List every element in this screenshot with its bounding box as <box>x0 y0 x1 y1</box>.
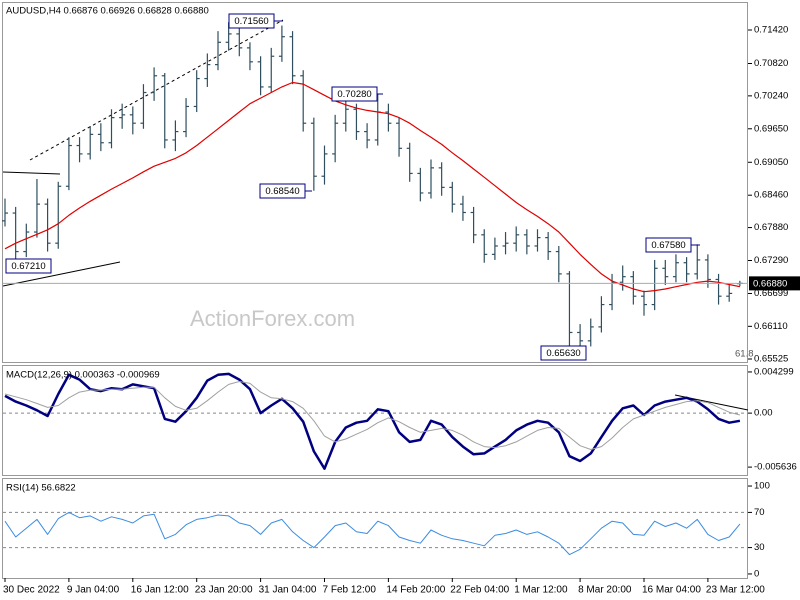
x-tick-label: 23 Mar 12:00 <box>706 585 765 596</box>
y-tick-label: 0.004299 <box>754 366 794 377</box>
annotation-label: 0.70280 <box>337 89 371 100</box>
x-tick-label: 31 Jan 04:00 <box>259 585 317 596</box>
x-tick-label: 14 Feb 20:00 <box>386 585 445 596</box>
y-tick-label: 30 <box>754 542 765 553</box>
macd-panel <box>2 365 748 476</box>
x-tick-label: 16 Mar 04:00 <box>642 585 701 596</box>
y-tick-label: 0.69050 <box>754 157 788 168</box>
annotation-box <box>331 86 378 102</box>
y-tick-label: 0.66110 <box>754 321 788 332</box>
y-tick-label: 0.68460 <box>754 190 788 201</box>
y-tick-label: 0.00 <box>754 408 773 419</box>
price-panel <box>2 2 748 363</box>
y-tick-label: 0.67880 <box>754 222 788 233</box>
annotation-box <box>259 183 306 199</box>
annotation-box <box>645 237 692 253</box>
y-tick-label: 0.65525 <box>754 354 788 365</box>
x-tick-label: 30 Dec 2022 <box>3 585 60 596</box>
fib-label: 61.8 <box>735 349 754 360</box>
y-tick-label: 0.70820 <box>754 58 788 69</box>
y-tick-label: 70 <box>754 507 765 518</box>
panel-title: AUDUSD,H4 0.66876 0.66926 0.66828 0.6688… <box>6 6 209 17</box>
annotation-label: 0.67580 <box>651 240 685 251</box>
last-price-tag <box>749 276 800 291</box>
x-tick-label: 9 Jan 04:00 <box>67 585 120 596</box>
annotation-box <box>540 345 587 361</box>
series-line <box>4 511 741 556</box>
y-tick-label: 0.69650 <box>754 123 788 134</box>
annotation-label: 0.67210 <box>11 261 45 272</box>
trend-line <box>29 19 284 161</box>
x-tick-label: 23 Jan 20:00 <box>195 585 253 596</box>
trend-line <box>2 261 121 287</box>
annotation-box <box>228 13 275 29</box>
annotation-label: 0.65630 <box>546 348 580 359</box>
annotation-box <box>5 258 52 274</box>
last-price-label: 0.66880 <box>753 278 787 289</box>
y-tick-label: 100 <box>754 481 770 492</box>
panel-title: RSI(14) 56.6822 <box>6 483 76 494</box>
y-tick-label: 0 <box>754 568 759 579</box>
x-tick-label: 1 Mar 12:00 <box>514 585 568 596</box>
x-tick-label: 22 Feb 04:00 <box>450 585 509 596</box>
y-tick-label: 0.67290 <box>754 255 788 266</box>
watermark: ActionForex.com <box>190 306 355 331</box>
x-tick-label: 8 Mar 20:00 <box>578 585 632 596</box>
panel-title: MACD(12,26,9) 0.000363 -0.000969 <box>6 370 160 381</box>
y-tick-label: 0.66699 <box>754 288 788 299</box>
x-tick-label: 7 Feb 12:00 <box>323 585 377 596</box>
annotation-label: 0.71560 <box>234 16 268 27</box>
x-tick-label: 16 Jan 12:00 <box>131 585 189 596</box>
series-line <box>4 381 741 450</box>
rsi-panel <box>2 478 748 579</box>
annotation-label: 0.68540 <box>265 186 299 197</box>
trend-line <box>2 171 61 175</box>
y-tick-label: 0.70240 <box>754 90 788 101</box>
y-tick-label: 0.71420 <box>754 25 788 36</box>
y-tick-label: -0.005636 <box>754 462 797 473</box>
series-line <box>4 372 741 470</box>
